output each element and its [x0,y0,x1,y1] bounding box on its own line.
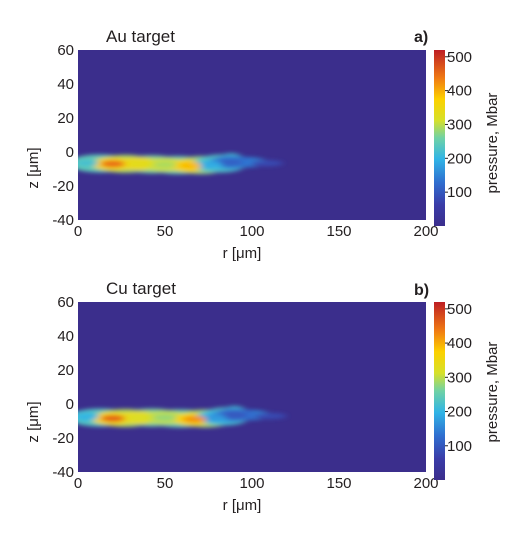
colorbar-tick-label: 300 [447,116,472,133]
panel-label-a: a) [414,29,428,46]
x-axis-label-a: r [μm] [223,245,262,262]
colorbar-b [434,302,445,480]
plot-area-b [78,302,426,472]
colorbar-ticks-a: 500 400 300 200 100 [445,49,472,201]
colorbar-tick-label: 500 [447,301,472,318]
x-tick-label: 50 [157,223,174,240]
pressure-field-a [78,153,284,175]
colorbar-tick-label: 100 [447,184,472,201]
colorbar-a [434,50,445,226]
pressure-core [179,162,204,170]
y-tick-label: -40 [52,464,74,481]
y-tick-label: -20 [52,178,74,195]
colorbar-label-a: pressure, Mbar [484,93,501,194]
x-tick-label: 50 [157,475,174,492]
pressure-core [126,160,151,168]
pressure-core [153,414,177,422]
pressure-core [126,414,151,422]
x-tick-label: 150 [326,223,351,240]
pressure-core [199,161,224,169]
y-tick-label: 0 [66,144,74,161]
pressure-core [219,158,244,166]
pressure-glow [78,406,287,428]
y-tick-label: 60 [57,42,74,59]
pressure-core [100,414,125,422]
pressure-core [78,413,99,421]
pressure-core [153,161,177,169]
panel-label-b: b) [414,282,429,299]
y-tick-label: 60 [57,294,74,311]
x-ticks-a: 0 50 100 150 200 [74,223,439,240]
pressure-tail [247,160,284,167]
colorbar-tick-label: 400 [447,335,472,352]
colorbar-tick-label: 300 [447,369,472,386]
x-ticks-b: 0 50 100 150 200 [74,475,439,492]
y-tick-label: 20 [57,362,74,379]
y-ticks-a: 60 40 20 0 -20 -40 [52,42,74,229]
x-tick-label: 0 [74,223,82,240]
x-tick-label: 200 [413,223,438,240]
x-tick-label: 200 [413,475,438,492]
y-axis-label-a: z [μm] [25,147,42,188]
colorbar-tick-label: 500 [447,49,472,66]
plot-area-a [78,50,426,220]
colorbar-label-b: pressure, Mbar [484,342,501,443]
pressure-glow [78,153,284,175]
x-tick-label: 150 [326,475,351,492]
pressure-tail [250,413,287,420]
pressure-core [222,411,247,419]
y-axis-label-b: z [μm] [25,401,42,442]
y-tick-label: -20 [52,430,74,447]
y-ticks-b: 60 40 20 0 -20 -40 [52,294,74,481]
y-tick-label: 0 [66,396,74,413]
colorbar-tick-label: 100 [447,438,472,455]
pressure-core [78,159,99,167]
colorbar-ticks-b: 500 400 300 200 100 [445,301,472,455]
pressure-field-b [78,406,287,428]
panel-title-a: Au target [106,27,175,46]
colorbar-tick-label: 200 [447,404,472,421]
y-tick-label: 40 [57,76,74,93]
pressure-core [100,160,125,168]
x-tick-label: 0 [74,475,82,492]
colorbar-tick-label: 400 [447,83,472,100]
pressure-core [182,415,207,423]
panel-title-b: Cu target [106,279,176,298]
y-tick-label: -40 [52,212,74,229]
x-axis-label-b: r [μm] [223,497,262,514]
x-tick-label: 100 [239,475,264,492]
x-tick-label: 100 [239,223,264,240]
y-tick-label: 40 [57,328,74,345]
colorbar-tick-label: 200 [447,150,472,167]
y-tick-label: 20 [57,110,74,127]
